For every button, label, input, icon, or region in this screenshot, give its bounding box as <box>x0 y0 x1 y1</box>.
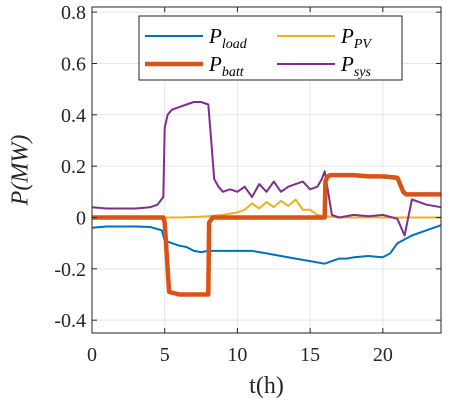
x-tick-label: 15 <box>300 344 320 366</box>
x-tick-label: 20 <box>373 344 393 366</box>
y-tick-label: 0.4 <box>61 105 86 127</box>
legend-label: Pload <box>208 24 248 52</box>
x-tick-label: 10 <box>227 344 247 366</box>
legend: Pload PPV Pbatt Psys <box>138 15 403 81</box>
plot-area-frame <box>91 6 442 334</box>
x-tick-label: 5 <box>160 344 170 366</box>
legend-box <box>138 15 403 81</box>
legend-label: Psys <box>340 52 371 80</box>
legend-label: PPV <box>340 24 372 52</box>
series-line-load <box>91 224 442 265</box>
x-tick-label: 0 <box>87 344 97 366</box>
legend-items: Pload PPV Pbatt Psys <box>145 24 372 80</box>
series-lines <box>91 101 442 297</box>
y-axis-title: P(MW) <box>8 135 34 207</box>
legend-label: Pbatt <box>208 52 245 80</box>
series-line-batt <box>92 172 441 297</box>
y-tick-label: 0.2 <box>61 156 86 178</box>
legend-item-batt: Pbatt <box>145 52 245 80</box>
y-tick-label: 0 <box>76 207 86 229</box>
legend-item-sys: Psys <box>277 52 371 80</box>
legend-item-pv: PPV <box>277 24 372 52</box>
legend-item-load: Pload <box>145 24 248 52</box>
axis-ticks: 0 5 10 15 20 -0.4 -0.2 0 0.2 0.4 0.6 0.8 <box>54 2 441 366</box>
series-line-sys <box>91 101 442 237</box>
y-tick-label: -0.2 <box>54 259 86 281</box>
x-axis-title: t(h) <box>249 373 284 399</box>
y-tick-label: 0.8 <box>61 2 86 24</box>
y-tick-label: 0.6 <box>61 53 86 75</box>
y-tick-label: -0.4 <box>54 310 86 332</box>
